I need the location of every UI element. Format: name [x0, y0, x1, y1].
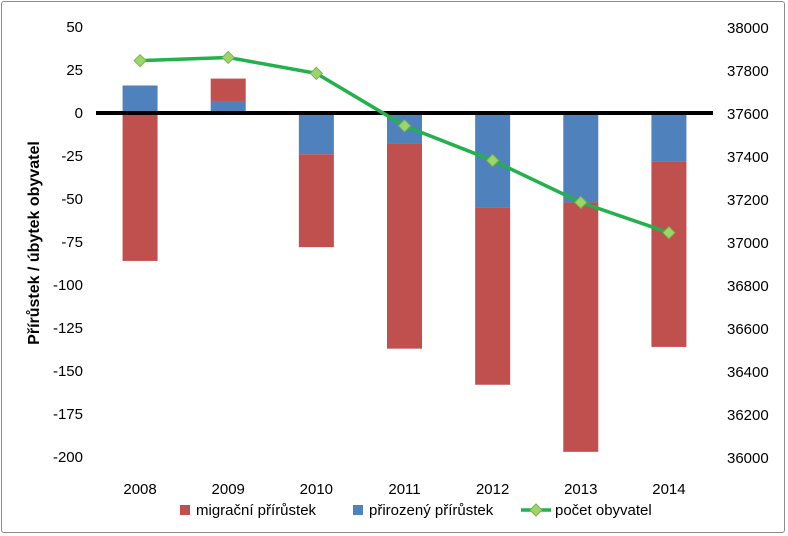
population-marker-2014 [662, 225, 676, 240]
migration-bar-2010 [298, 154, 334, 248]
population-marker-2013 [574, 195, 588, 210]
population-marker-2010 [309, 66, 324, 81]
category-label: 2013 [564, 481, 597, 498]
category-label: 2011 [388, 481, 420, 498]
right-tick-label: 36800 [727, 278, 769, 295]
right-tick-label: 36200 [727, 407, 769, 424]
category-label: 2009 [212, 481, 245, 498]
left-tick-label: -200 [53, 449, 83, 466]
left-tick-label: -25 [61, 148, 83, 165]
legend-label-migration: migrační přírůstek [196, 502, 317, 519]
natural-bar-2009 [210, 100, 246, 113]
legend-label-population: počet obyvatel [555, 502, 652, 519]
right-tick-label: 36400 [727, 364, 769, 381]
right-tick-label: 37600 [727, 106, 769, 123]
migration-bar-2013 [563, 202, 599, 452]
right-axis-ticks: 38000 37800 37600 37400 37200 37000 36800 36600… [727, 20, 769, 467]
y-axis-title: Přírůstek / úbytek obyvatel [26, 141, 43, 345]
left-tick-label: -175 [53, 406, 83, 423]
left-tick-label: 50 [66, 19, 83, 36]
population-marker-2011 [397, 119, 412, 133]
legend-swatch-natural [353, 505, 363, 515]
right-tick-label: 37200 [727, 192, 769, 209]
left-tick-label: 0 [75, 105, 83, 122]
bars-layer [122, 78, 687, 452]
category-label: 2010 [300, 481, 333, 498]
natural-bar-2013 [563, 113, 599, 203]
right-tick-label: 37000 [727, 235, 769, 252]
legend-swatch-migration [180, 505, 190, 515]
left-tick-label: -75 [61, 234, 83, 251]
left-tick-label: 25 [66, 62, 83, 79]
category-label: 2012 [476, 481, 509, 498]
category-label: 2008 [123, 481, 156, 498]
natural-bar-2008 [122, 85, 158, 113]
population-marker-2008 [133, 53, 147, 68]
left-tick-label: -150 [53, 363, 83, 380]
right-tick-label: 38000 [727, 20, 769, 37]
migration-bar-2011 [387, 143, 422, 349]
migration-bar-2014 [651, 161, 687, 347]
migration-bar-2009 [210, 78, 246, 101]
left-axis-ticks: 50 25 0 -25 -50 -75 -100 -125 -150 -175 -200 [53, 19, 83, 466]
line-layer [133, 50, 676, 240]
migration-bar-2012 [475, 207, 511, 385]
left-tick-label: -125 [53, 320, 83, 337]
left-tick-label: -100 [53, 277, 83, 294]
right-tick-label: 36600 [727, 321, 769, 338]
legend-label-natural: přirozený přírůstek [369, 502, 494, 519]
legend-marker-population [529, 503, 543, 517]
right-tick-label: 37800 [727, 63, 769, 80]
category-label: 2014 [652, 481, 685, 498]
right-tick-label: 37400 [727, 149, 769, 166]
legend: migrační přírůstek přirozený přírůstek poč… [180, 502, 652, 519]
natural-bar-2010 [298, 113, 334, 155]
population-marker-2012 [485, 153, 500, 168]
migration-bar-2008 [122, 113, 158, 261]
population-marker-2009 [221, 50, 235, 65]
category-axis-ticks: 2008 2009 2010 2011 2012 2013 2014 [123, 481, 685, 498]
right-tick-label: 36000 [727, 450, 769, 467]
left-tick-label: -50 [61, 191, 83, 208]
natural-bar-2014 [651, 113, 687, 162]
